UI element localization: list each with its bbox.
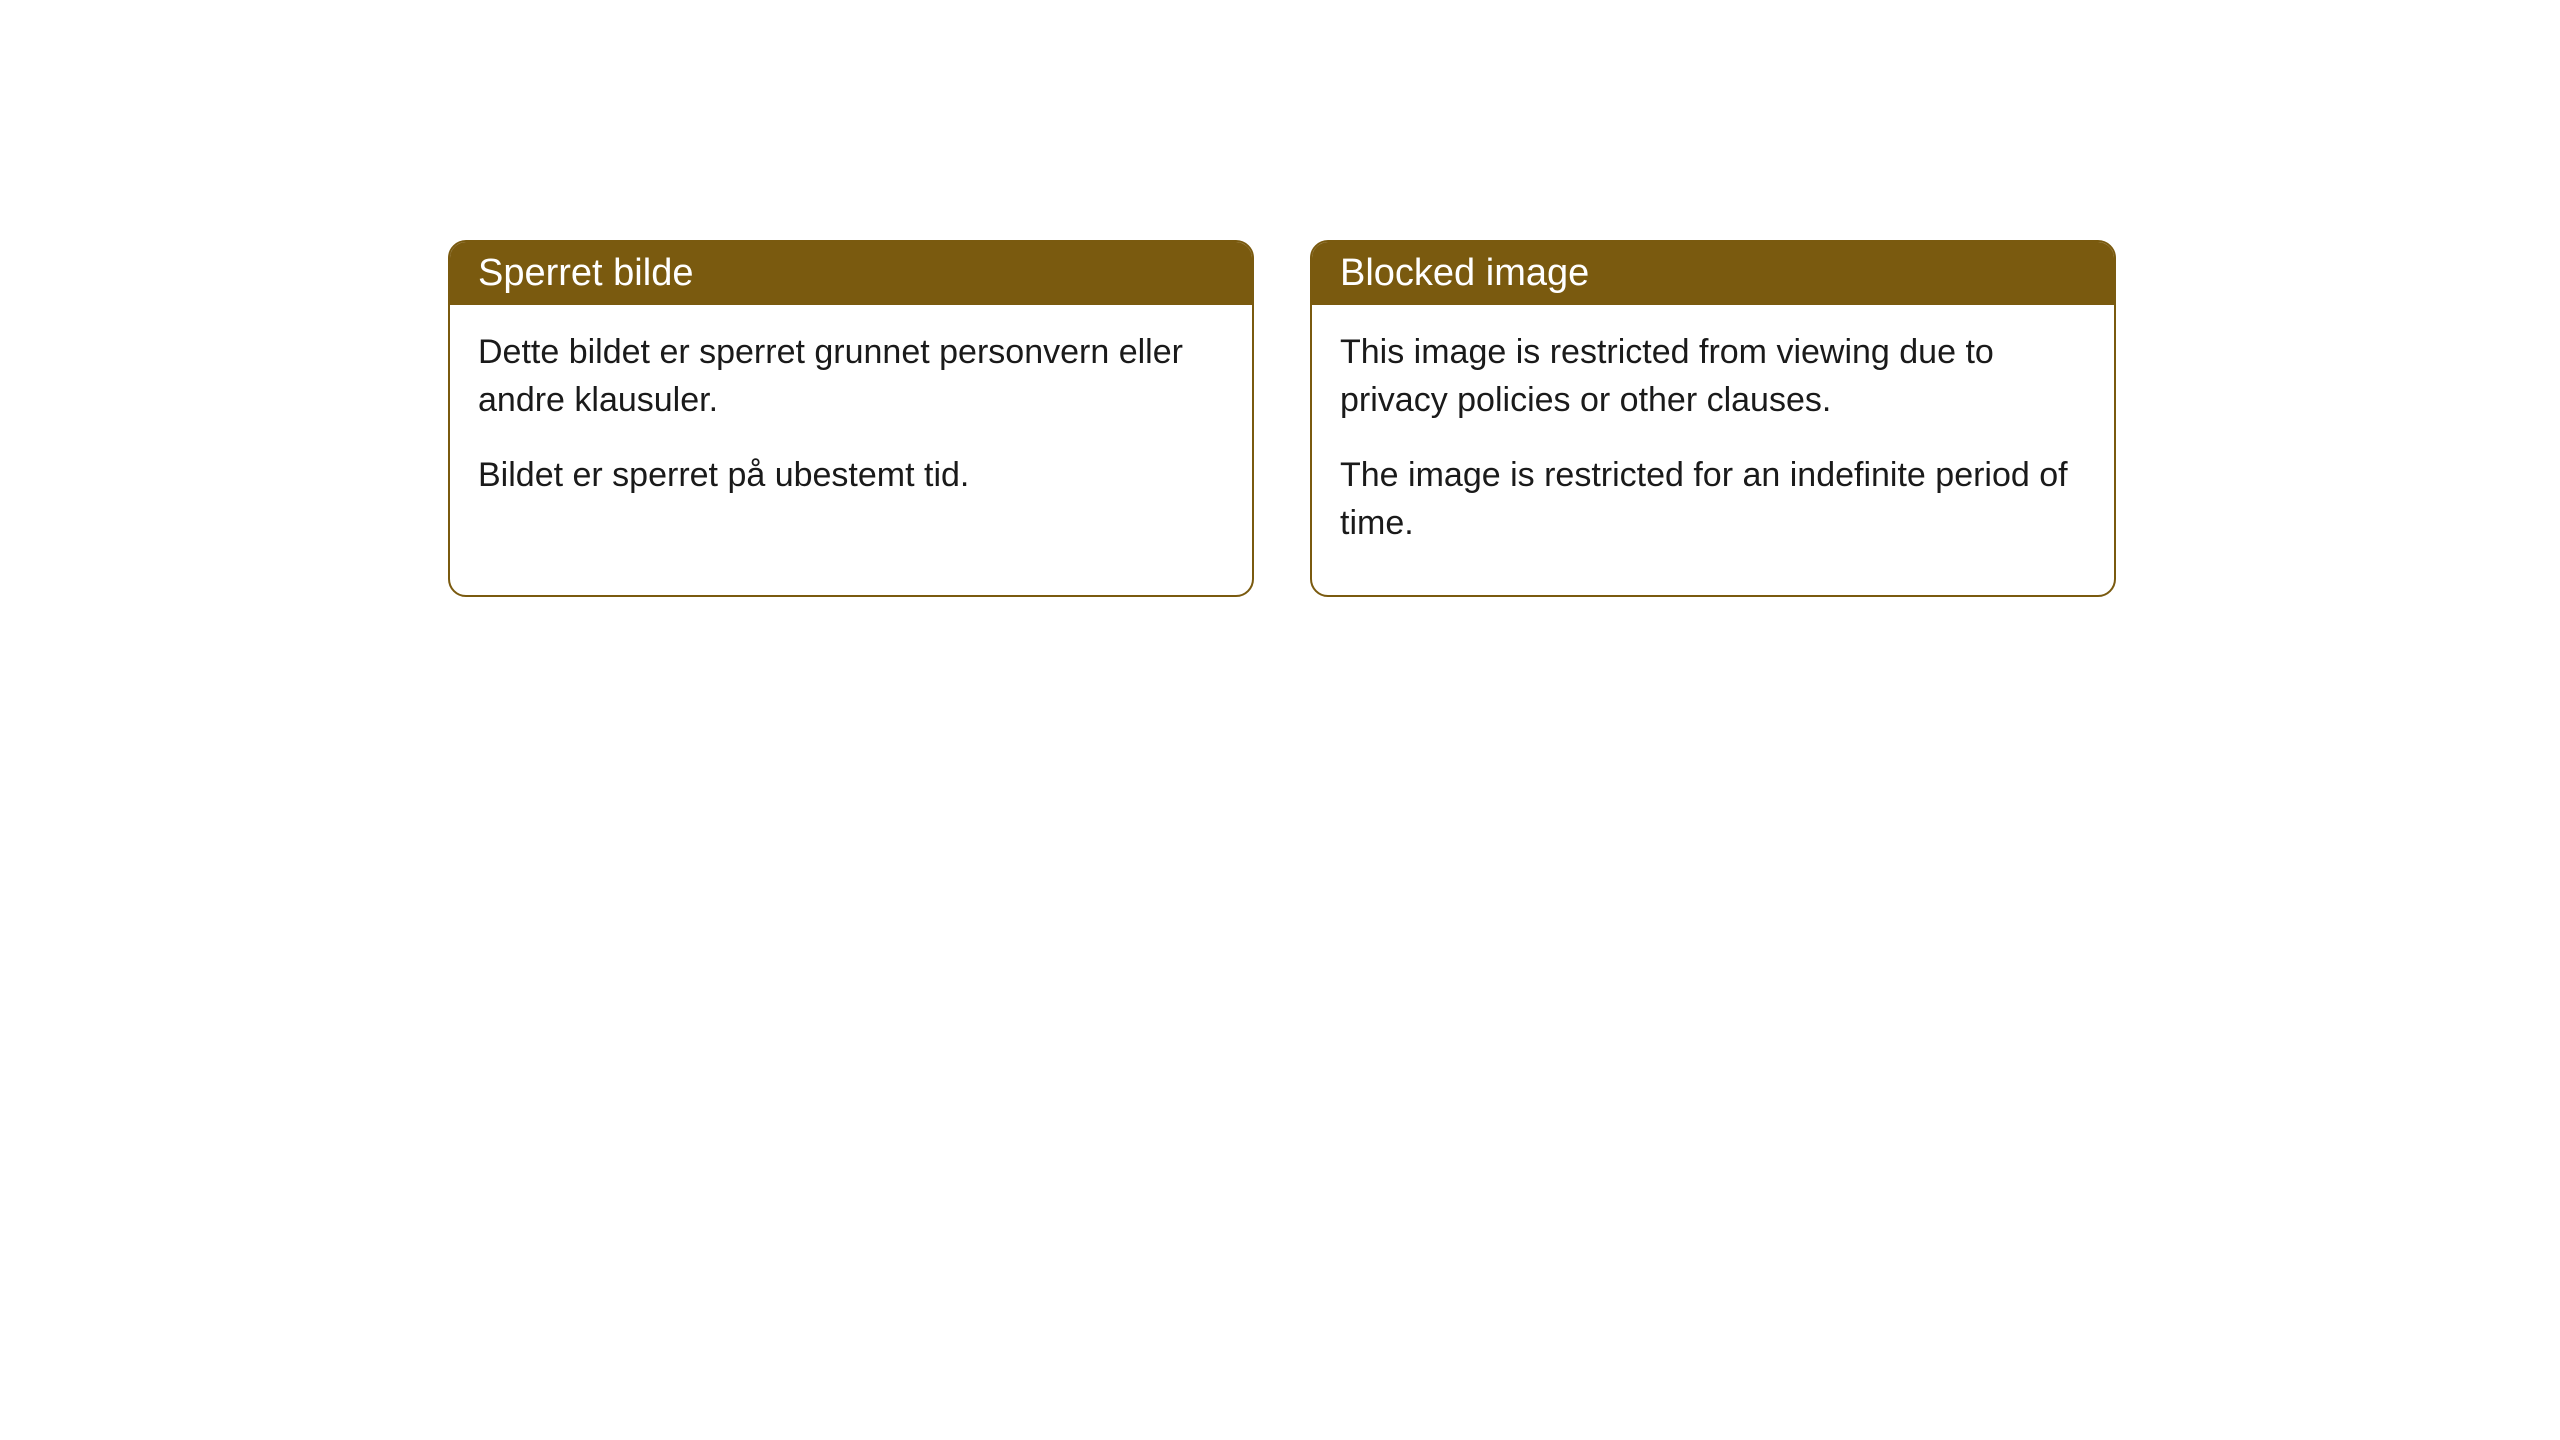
card-header: Blocked image <box>1312 242 2114 305</box>
card-body: Dette bildet er sperret grunnet personve… <box>450 305 1252 548</box>
card-paragraph: Dette bildet er sperret grunnet personve… <box>478 329 1224 424</box>
card-body: This image is restricted from viewing du… <box>1312 305 2114 595</box>
notice-card-english: Blocked image This image is restricted f… <box>1310 240 2116 597</box>
notice-cards-container: Sperret bilde Dette bildet er sperret gr… <box>448 240 2560 597</box>
card-paragraph: This image is restricted from viewing du… <box>1340 329 2086 424</box>
card-paragraph: The image is restricted for an indefinit… <box>1340 452 2086 547</box>
card-paragraph: Bildet er sperret på ubestemt tid. <box>478 452 1224 500</box>
notice-card-norwegian: Sperret bilde Dette bildet er sperret gr… <box>448 240 1254 597</box>
card-header: Sperret bilde <box>450 242 1252 305</box>
